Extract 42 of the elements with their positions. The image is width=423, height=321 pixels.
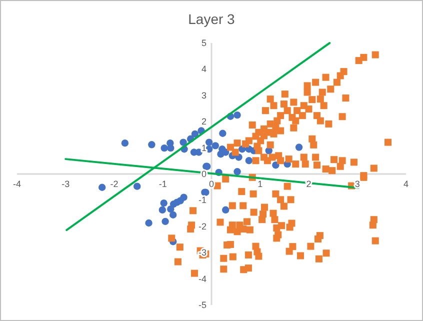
point bbox=[222, 206, 230, 214]
point bbox=[158, 206, 166, 214]
x-tick-label: 1 bbox=[258, 179, 263, 189]
y-tick-label: -3 bbox=[198, 248, 206, 258]
x-tick-label: -1 bbox=[158, 179, 167, 189]
y-tick-label: 2 bbox=[201, 116, 206, 127]
point bbox=[205, 138, 213, 146]
x-tick-label: -2 bbox=[110, 179, 118, 189]
y-tick-label: -4 bbox=[198, 274, 206, 284]
x-tick-label: -4 bbox=[12, 179, 22, 189]
point bbox=[219, 130, 226, 137]
x-tick-label: -3 bbox=[62, 179, 70, 189]
y-tick-label: -1 bbox=[198, 195, 206, 206]
point bbox=[234, 111, 241, 119]
y-tick-label: 1 bbox=[201, 142, 206, 153]
point bbox=[145, 219, 152, 227]
point bbox=[167, 144, 174, 152]
point bbox=[162, 218, 169, 226]
y-tick-label: 3 bbox=[201, 90, 206, 100]
x-tick-label: 3 bbox=[354, 179, 360, 189]
point bbox=[295, 144, 303, 151]
point bbox=[121, 139, 129, 147]
x-tick-label: 0 bbox=[208, 179, 214, 189]
x-tick-label: 4 bbox=[403, 179, 409, 189]
y-tick-label: 5 bbox=[201, 38, 206, 48]
point bbox=[98, 184, 106, 191]
point bbox=[169, 211, 177, 218]
point bbox=[180, 138, 187, 146]
point bbox=[134, 182, 141, 190]
point bbox=[160, 199, 168, 207]
point bbox=[212, 142, 219, 150]
point bbox=[191, 130, 199, 138]
point bbox=[167, 206, 174, 213]
point bbox=[148, 141, 156, 148]
point bbox=[245, 157, 253, 164]
point bbox=[272, 161, 280, 169]
y-tick-label: 4 bbox=[201, 64, 206, 74]
chart-title: Layer 3 bbox=[188, 11, 236, 27]
point bbox=[160, 144, 168, 152]
y-tick-label: -2 bbox=[198, 221, 206, 232]
point bbox=[234, 168, 241, 176]
y-tick-label: -5 bbox=[198, 300, 206, 310]
